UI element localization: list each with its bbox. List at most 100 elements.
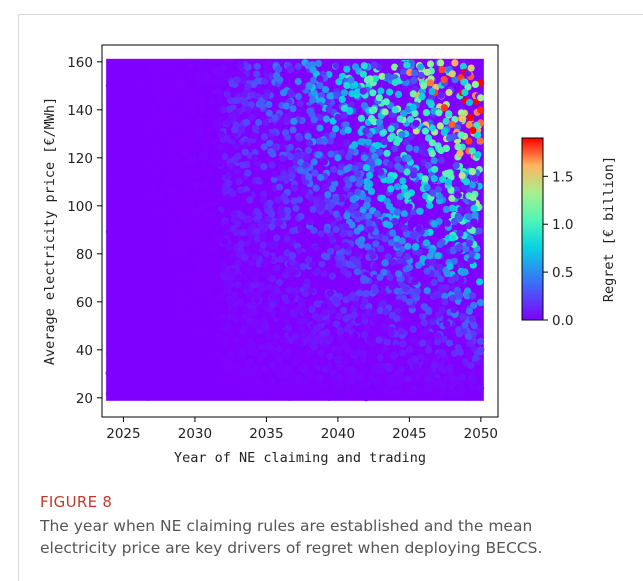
scatter-point [290, 197, 298, 205]
x-tick-label: 2045 [392, 426, 426, 442]
scatter-point [110, 304, 118, 312]
scatter-point [440, 76, 448, 84]
scatter-point [289, 259, 297, 267]
scatter-point [445, 110, 453, 118]
scatter-point [289, 252, 297, 260]
scatter-point [127, 257, 135, 265]
scatter-point [353, 210, 361, 218]
scatter-point [421, 175, 429, 183]
scatter-point [345, 153, 353, 161]
scatter-point [208, 392, 216, 400]
scatter-point [287, 153, 295, 161]
scatter-point [412, 119, 420, 127]
scatter-point [187, 289, 195, 297]
scatter-point [340, 267, 348, 275]
scatter-point [350, 348, 358, 356]
scatter-point [262, 250, 270, 258]
scatter-point [343, 65, 351, 73]
scatter-point [426, 201, 434, 210]
scatter-point [178, 208, 186, 216]
scatter-point [343, 212, 351, 220]
scatter-point [229, 268, 237, 276]
scatter-point [431, 323, 439, 331]
scatter-point [136, 225, 144, 233]
scatter-point [364, 243, 372, 251]
scatter-point [182, 186, 190, 194]
scatter-point [180, 230, 188, 238]
scatter-point [262, 92, 270, 101]
scatter-point [460, 300, 468, 308]
scatter-point [436, 192, 444, 201]
scatter-point [336, 354, 344, 362]
scatter-point [394, 155, 402, 163]
scatter-point [165, 146, 173, 154]
scatter-point [238, 126, 246, 134]
scatter-point [224, 172, 232, 180]
scatter-point [440, 128, 448, 137]
scatter-point [220, 63, 228, 72]
scatter-point [393, 208, 401, 216]
scatter-point [205, 300, 213, 308]
scatter-point [327, 247, 335, 255]
scatter-point [403, 61, 411, 69]
scatter-point [189, 224, 197, 233]
scatter-point [183, 197, 191, 205]
scatter-point [470, 218, 478, 226]
scatter-point [450, 257, 458, 265]
scatter-point [400, 74, 408, 82]
scatter-point [440, 335, 448, 343]
scatter-point [345, 181, 353, 189]
scatter-point [142, 253, 150, 261]
scatter-point [423, 359, 431, 367]
scatter-point [410, 208, 418, 216]
scatter-point [381, 108, 389, 116]
scatter-point [353, 88, 361, 96]
scatter-point [233, 345, 241, 353]
scatter-point [224, 118, 232, 126]
scatter-point [360, 102, 368, 110]
scatter-point [170, 64, 178, 72]
scatter-point [110, 65, 118, 73]
scatter-point [205, 247, 213, 255]
scatter-point [330, 174, 338, 182]
scatter-point [112, 202, 120, 210]
scatter-point [270, 175, 278, 183]
scatter-point [125, 304, 133, 312]
scatter-point [143, 358, 152, 366]
scatter-point [267, 122, 275, 130]
scatter-point [389, 373, 397, 382]
scatter-point [419, 312, 427, 320]
scatter-point [283, 235, 291, 244]
scatter-point [475, 227, 483, 235]
scatter-point [367, 225, 375, 233]
scatter-point [187, 207, 195, 216]
scatter-point [118, 254, 126, 262]
scatter-point [261, 127, 269, 135]
scatter-point [252, 253, 260, 261]
scatter-point [196, 353, 204, 361]
scatter-point [445, 88, 453, 97]
scatter-point [240, 303, 248, 311]
scatter-point [428, 150, 436, 158]
scatter-point [477, 106, 485, 114]
scatter-point [407, 358, 415, 366]
scatter-point [132, 278, 140, 286]
scatter-point [157, 353, 165, 361]
scatter-point [253, 62, 261, 70]
scatter-point [158, 131, 166, 140]
scatter-point [112, 116, 120, 124]
scatter-point [420, 329, 429, 337]
scatter-point [122, 138, 130, 146]
scatter-point [150, 183, 158, 191]
scatter-point [461, 88, 469, 97]
scatter-point [171, 231, 179, 239]
scatter-point [456, 149, 464, 157]
scatter-point [238, 327, 247, 335]
scatter-point [180, 262, 188, 271]
scatter-point [175, 108, 183, 116]
scatter-point [250, 308, 258, 316]
scatter-point [199, 233, 208, 241]
scatter-point [124, 233, 132, 241]
scatter-point [204, 74, 212, 82]
scatter-point [233, 76, 241, 84]
